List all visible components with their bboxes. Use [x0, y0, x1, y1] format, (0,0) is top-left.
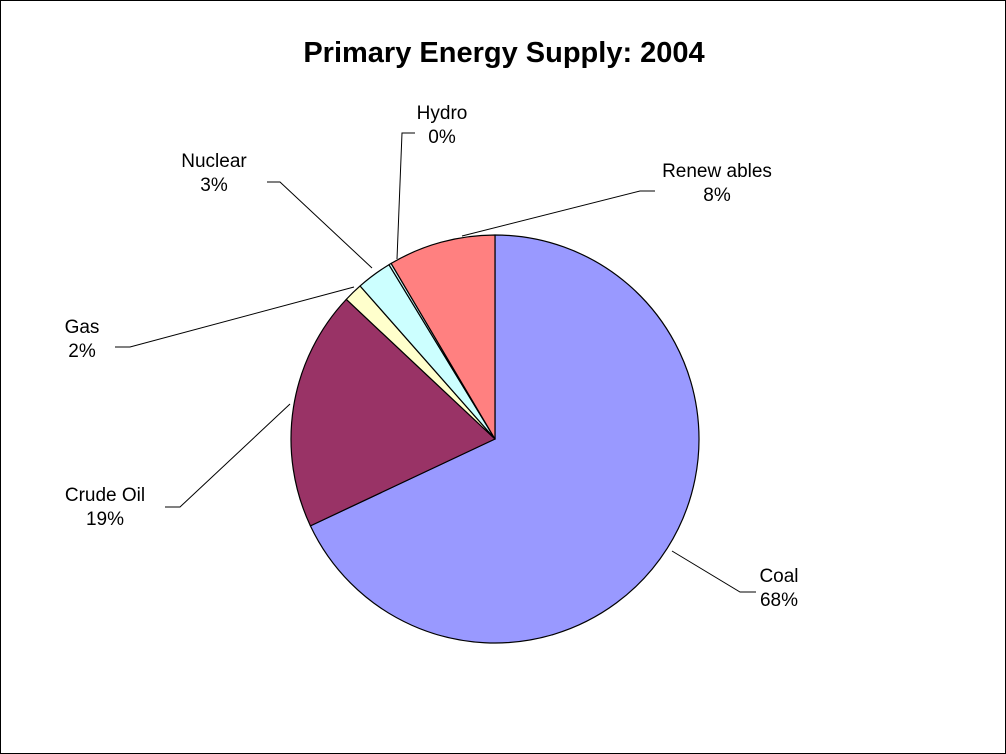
slice-percent-hydro: 0% [428, 127, 456, 148]
leader-line-hydro [396, 132, 415, 260]
slice-percent-crude-oil: 19% [86, 509, 124, 530]
leader-lines [115, 132, 756, 593]
slice-label-hydro: Hydro [417, 103, 468, 124]
slice-percent-renew-ables: 8% [703, 185, 731, 206]
leader-line-crude-oil [165, 403, 291, 508]
slice-label-crude-oil: Crude Oil [65, 485, 145, 506]
slice-crude-oil [290, 298, 496, 527]
slice-coal [309, 234, 700, 644]
leader-line-coal [671, 550, 756, 593]
slice-label-nuclear: Nuclear [181, 151, 247, 172]
slice-percent-gas: 2% [68, 341, 96, 362]
slice-renew-ables [390, 234, 496, 440]
slice-label-renew-ables: Renew ables [662, 161, 772, 182]
leader-line-gas [115, 286, 355, 348]
slice-percent-nuclear: 3% [200, 175, 228, 196]
chart-title: Primary Energy Supply: 2004 [303, 37, 705, 69]
leader-line-renew-ables [461, 190, 655, 237]
slice-label-coal: Coal [759, 566, 798, 587]
slice-label-gas: Gas [65, 317, 100, 338]
leader-line-nuclear [267, 181, 373, 269]
slice-labels: Coal 68% Crude Oil 19% Gas 2% Nuclear 3% Hydro 0%… [65, 103, 799, 611]
slice-percent-coal: 68% [760, 590, 798, 611]
pie-slices [290, 234, 700, 644]
